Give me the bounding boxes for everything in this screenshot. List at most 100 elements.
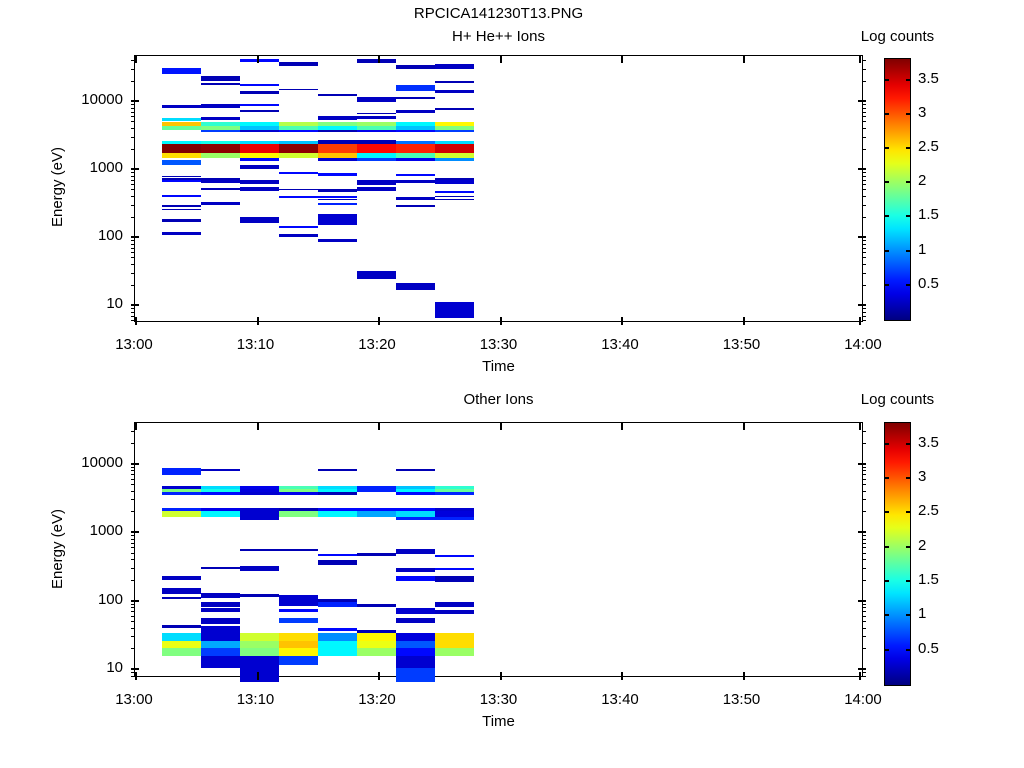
heatmap-cell	[161, 118, 201, 122]
heatmap-cell	[278, 648, 318, 656]
heatmap-cell	[278, 510, 318, 518]
heatmap-cell	[395, 648, 435, 656]
heatmap-cell	[161, 633, 201, 641]
heatmap-cell	[278, 122, 318, 126]
colorbar-tick-label: 1.5	[918, 570, 939, 588]
heatmap-cell	[356, 630, 396, 634]
y-tick-minor	[862, 474, 866, 476]
heatmap-cell	[356, 187, 396, 192]
heatmap-cell	[239, 129, 279, 133]
y-tick-minor	[131, 204, 135, 206]
heatmap-cell	[317, 189, 357, 192]
y-tick-minor	[131, 148, 135, 150]
heatmap-cell	[356, 633, 396, 641]
heatmap-cell	[278, 486, 318, 489]
y-tick-minor	[131, 542, 135, 544]
heatmap-cell	[239, 593, 279, 597]
heatmap-cell	[395, 109, 435, 113]
heatmap-cell	[395, 196, 435, 200]
y-tick-minor	[862, 470, 866, 472]
heatmap-cell	[356, 488, 396, 493]
y-tick-minor	[131, 538, 135, 540]
y-tick-major	[131, 531, 139, 533]
heatmap-cell	[161, 492, 201, 495]
y-tick-minor	[131, 579, 135, 581]
y-tick-minor	[131, 627, 135, 629]
heatmap-cell	[200, 488, 240, 493]
y-tick-major	[131, 304, 139, 306]
y-tick-minor	[131, 284, 135, 286]
x-tick-label: 13:10	[236, 691, 275, 708]
y-tick-minor	[862, 189, 866, 191]
x-tick-major	[621, 672, 623, 680]
y-tick-label: 10000	[81, 453, 123, 471]
y-tick-minor	[862, 567, 866, 569]
heatmap-cell	[317, 129, 357, 133]
heatmap-cell	[239, 488, 279, 493]
x-tick-major	[378, 56, 380, 63]
y-tick-minor	[862, 111, 866, 113]
y-tick-minor	[131, 308, 135, 310]
colorbar-tick-label: 1	[918, 240, 927, 258]
heatmap-cell	[239, 549, 279, 552]
colorbar-tick	[906, 545, 910, 548]
y-tick-minor	[131, 60, 135, 62]
y-tick-major	[858, 462, 866, 465]
y-tick-minor	[862, 121, 866, 123]
heatmap-cell	[434, 125, 474, 130]
heatmap-cell	[395, 548, 435, 554]
x-tick-major	[135, 56, 137, 63]
colorbar-bottom-title: Log counts	[860, 391, 935, 408]
y-tick-minor	[131, 104, 135, 106]
y-tick-minor	[131, 252, 135, 254]
colorbar-tick-label: 2.5	[918, 502, 939, 520]
panel-bottom-xlabel: Time	[482, 713, 515, 730]
heatmap-cell	[239, 633, 279, 641]
y-tick-minor	[862, 184, 866, 186]
x-tick-major	[742, 672, 745, 680]
x-tick-label: 13:30	[479, 336, 518, 353]
y-tick-minor	[862, 547, 866, 549]
heatmap-cell	[200, 125, 240, 130]
heatmap-cell	[239, 125, 279, 130]
y-tick-minor	[862, 240, 866, 242]
y-tick-major	[131, 100, 139, 102]
colorbar-tick-label: 1	[918, 605, 927, 623]
y-tick-minor	[131, 490, 135, 492]
colorbar-top	[884, 58, 911, 321]
y-tick-minor	[862, 257, 866, 259]
heatmap-cell	[356, 507, 396, 511]
x-tick-major	[621, 423, 623, 430]
heatmap-cell	[161, 175, 201, 178]
colorbar-tick	[906, 511, 910, 514]
heatmap-cell	[434, 517, 474, 521]
colorbar-tick	[906, 442, 910, 445]
y-tick-minor	[131, 499, 135, 501]
y-tick-minor	[862, 648, 866, 650]
x-tick-label: 13:00	[115, 691, 153, 708]
colorbar-top-title: Log counts	[860, 28, 935, 45]
heatmap-cell	[239, 90, 279, 95]
y-tick-minor	[862, 172, 866, 174]
heatmap-cell	[317, 640, 357, 649]
heatmap-cell	[278, 488, 318, 493]
y-tick-minor	[131, 672, 135, 674]
heatmap-cell	[317, 139, 357, 143]
y-tick-minor	[131, 621, 135, 623]
heatmap-cell	[239, 59, 279, 63]
colorbar-bottom	[884, 422, 911, 686]
colorbar-tick	[885, 579, 889, 582]
x-tick-major	[742, 423, 745, 430]
heatmap-cell	[356, 553, 396, 557]
x-tick-label: 13:30	[479, 691, 518, 708]
heatmap-cell	[395, 96, 435, 99]
y-tick-minor	[131, 511, 135, 513]
y-tick-minor	[862, 272, 866, 274]
colorbar-tick	[885, 614, 889, 617]
heatmap-cell	[278, 125, 318, 130]
colorbar-tick	[885, 112, 889, 115]
heatmap-cell	[278, 608, 318, 612]
heatmap-cell	[317, 510, 357, 518]
y-tick-minor	[131, 466, 135, 468]
colorbar-tick-label: 3	[918, 467, 927, 485]
